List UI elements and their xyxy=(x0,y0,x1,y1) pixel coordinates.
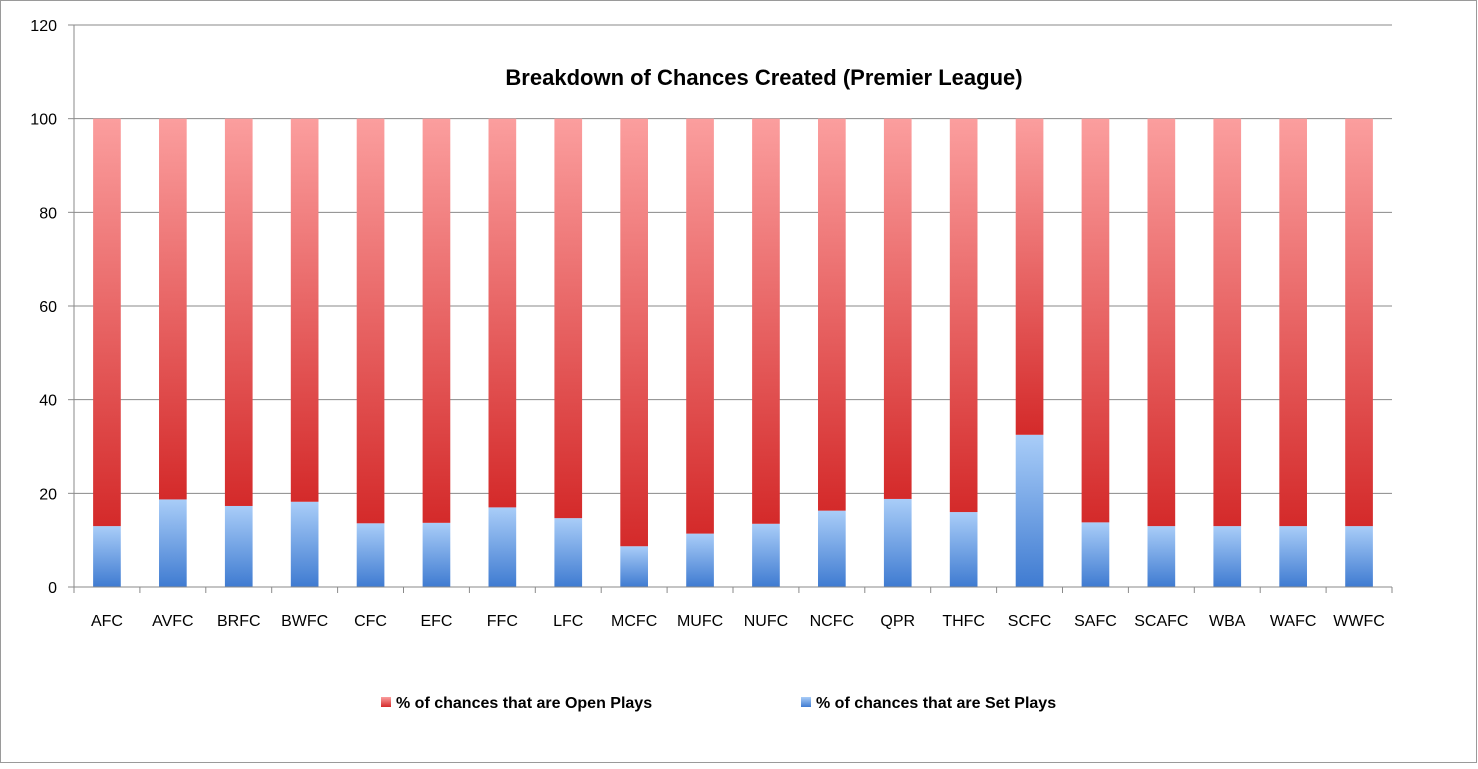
open-plays-bar-afc xyxy=(93,118,121,527)
open-plays-bar-lfc xyxy=(554,118,583,519)
legend-open-plays-label: % of chances that are Open Plays xyxy=(396,695,652,712)
x-tick-label-thfc: THFC xyxy=(942,613,985,630)
x-tick-label-scfc: SCFC xyxy=(1008,613,1052,630)
bars xyxy=(93,118,1373,587)
open-plays-bar-bwfc xyxy=(290,118,319,502)
set-plays-bar-qpr xyxy=(883,498,912,587)
legend-set-plays-label: % of chances that are Set Plays xyxy=(816,695,1056,712)
set-plays-bar-wba xyxy=(1213,526,1242,587)
x-tick-label-afc: AFC xyxy=(91,613,123,630)
set-plays-bar-bwfc xyxy=(290,501,319,587)
x-tick-label-wwfc: WWFC xyxy=(1333,613,1385,630)
x-tick-label-nufc: NUFC xyxy=(744,613,788,630)
set-plays-bar-wwfc xyxy=(1345,526,1373,587)
open-plays-bar-safc xyxy=(1081,118,1110,523)
open-plays-bar-mufc xyxy=(686,118,714,534)
y-tick-label-40: 40 xyxy=(39,393,57,410)
y-tick-label-0: 0 xyxy=(48,580,57,597)
x-tick-label-wba: WBA xyxy=(1209,613,1246,630)
set-plays-bar-scfc xyxy=(1015,434,1044,587)
y-tick-label-120: 120 xyxy=(30,18,57,35)
set-plays-bar-lfc xyxy=(554,518,583,587)
open-plays-bar-nufc xyxy=(752,118,780,524)
x-tick-label-mcfc: MCFC xyxy=(611,613,657,630)
open-plays-bar-brfc xyxy=(224,118,253,506)
open-plays-bar-wwfc xyxy=(1345,118,1373,527)
legend-open-plays-swatch xyxy=(381,697,391,707)
y-tick-label-100: 100 xyxy=(30,112,57,129)
set-plays-bar-wafc xyxy=(1279,526,1307,587)
open-plays-bar-thfc xyxy=(949,118,978,513)
x-tick-label-safc: SAFC xyxy=(1074,613,1117,630)
set-plays-bar-mcfc xyxy=(620,546,648,587)
open-plays-bar-avfc xyxy=(159,118,187,500)
set-plays-bar-mufc xyxy=(686,533,714,587)
x-tick-label-bwfc: BWFC xyxy=(281,613,328,630)
set-plays-bar-scafc xyxy=(1147,526,1176,587)
y-tick-label-20: 20 xyxy=(39,486,57,503)
set-plays-bar-cfc xyxy=(356,523,385,587)
x-tick-label-ncfc: NCFC xyxy=(810,613,854,630)
set-plays-bar-efc xyxy=(422,522,451,587)
chart-title: Breakdown of Chances Created (Premier Le… xyxy=(505,65,1022,90)
set-plays-bar-thfc xyxy=(949,512,978,587)
set-plays-bar-ffc xyxy=(488,507,517,587)
x-tick-label-efc: EFC xyxy=(420,613,452,630)
x-tick-label-ffc: FFC xyxy=(487,613,518,630)
open-plays-bar-qpr xyxy=(883,118,912,499)
axes: 0 20 40 60 80 100 120 AFC AVFC BRFC BWFC CFC EFC FFC L… xyxy=(30,18,1393,630)
open-plays-bar-efc xyxy=(422,118,451,523)
set-plays-bar-ncfc xyxy=(818,510,846,587)
open-plays-bar-scfc xyxy=(1015,118,1044,435)
x-tick-label-scafc: SCAFC xyxy=(1134,613,1188,630)
x-tick-label-mufc: MUFC xyxy=(677,613,723,630)
x-tick-label-lfc: LFC xyxy=(553,613,583,630)
set-plays-bar-safc xyxy=(1081,522,1110,587)
set-plays-bar-brfc xyxy=(224,505,253,587)
open-plays-bar-wafc xyxy=(1279,118,1307,527)
y-tick-label-80: 80 xyxy=(39,205,57,222)
open-plays-bar-ncfc xyxy=(818,118,846,511)
x-tick-label-wafc: WAFC xyxy=(1270,613,1317,630)
open-plays-bar-mcfc xyxy=(620,118,648,547)
legend: % of chances that are Open Plays % of cha… xyxy=(381,695,1056,712)
open-plays-bar-wba xyxy=(1213,118,1242,527)
x-tick-label-avfc: AVFC xyxy=(152,613,193,630)
open-plays-bar-cfc xyxy=(356,118,385,524)
x-tick-label-brfc: BRFC xyxy=(217,613,261,630)
set-plays-bar-afc xyxy=(93,526,121,587)
set-plays-bar-nufc xyxy=(752,523,780,587)
set-plays-bar-avfc xyxy=(159,499,187,587)
open-plays-bar-ffc xyxy=(488,118,517,508)
open-plays-bar-scafc xyxy=(1147,118,1176,527)
legend-set-plays-swatch xyxy=(801,697,811,707)
y-tick-label-60: 60 xyxy=(39,299,57,316)
x-tick-label-cfc: CFC xyxy=(354,613,387,630)
x-tick-label-qpr: QPR xyxy=(880,613,915,630)
